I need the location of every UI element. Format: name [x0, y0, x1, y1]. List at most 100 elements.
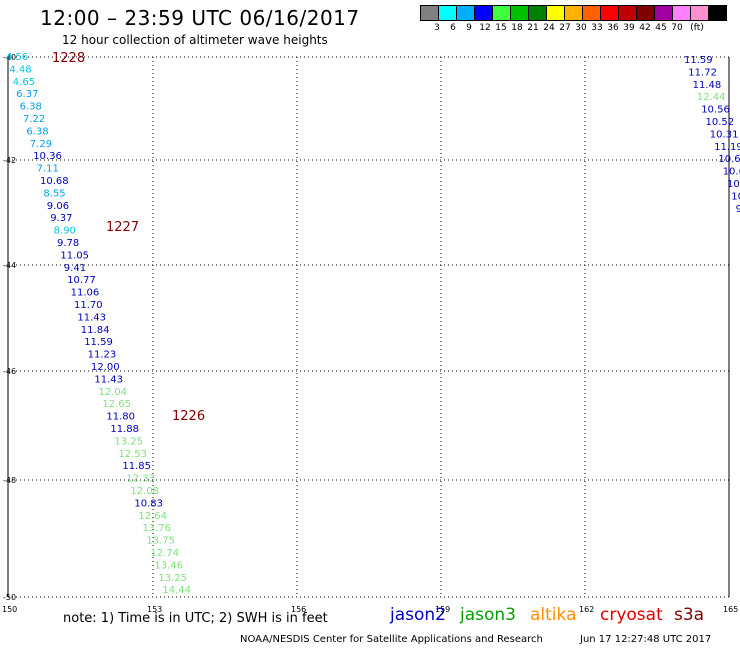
satellite-jason3: jason3	[460, 605, 516, 625]
legend-label: 6	[450, 23, 456, 33]
legend-label: 42	[639, 23, 651, 33]
lat-tick-label: -48	[3, 476, 16, 485]
swh-value: 11.43	[94, 374, 123, 385]
swh-value: 7.29	[30, 139, 52, 150]
lat-tick-label: -40	[3, 53, 16, 62]
swh-value: 14.44	[162, 585, 191, 596]
swh-value: 12.53	[118, 449, 147, 460]
satellite-s3a: s3a	[674, 605, 705, 625]
swh-value: 10.52	[706, 117, 735, 128]
swh-value: 10.36	[33, 151, 62, 162]
swh-value: 13.25	[158, 573, 187, 584]
swh-value: 10.77	[67, 275, 96, 286]
swh-value: 12.64	[138, 511, 167, 522]
swh-value: 12.65	[102, 399, 131, 410]
lon-tick-label: 150	[2, 605, 17, 614]
swh-value: 13.25	[114, 436, 143, 447]
legend-label: 9	[466, 23, 472, 33]
swh-value: 12.74	[150, 548, 179, 559]
swh-value: 9.41	[64, 263, 86, 274]
swh-value: 10	[731, 191, 740, 202]
swh-value: 12.33	[126, 474, 155, 485]
swh-value: 11.80	[106, 412, 135, 423]
swh-value: 11.84	[81, 325, 110, 336]
swh-value: 4.48	[9, 64, 31, 75]
legend-label: 39	[623, 23, 635, 33]
lon-tick-label: 162	[579, 605, 594, 614]
swh-value: 8.90	[54, 226, 76, 237]
legend-label: 3	[434, 23, 440, 33]
swh-value: 9.06	[47, 201, 69, 212]
legend-label: 21	[527, 23, 539, 33]
swh-value: 10.	[727, 179, 740, 190]
generated-timestamp: Jun 17 12:27:48 UTC 2017	[580, 634, 712, 645]
track-labels: 1228 1227 1226	[52, 51, 205, 424]
track-time-label: 1228	[52, 51, 85, 66]
legend-label: 27	[559, 23, 571, 33]
map-title: 12:00 – 23:59 UTC 06/16/2017	[40, 6, 360, 30]
map-grid	[7, 56, 730, 598]
credit-text: NOAA/NESDIS Center for Satellite Applica…	[240, 634, 543, 645]
lon-tick-label: 165	[723, 605, 738, 614]
swh-value: 10.68	[40, 176, 69, 187]
swh-value: 12.44	[697, 92, 726, 103]
lon-tick-label: 156	[291, 605, 306, 614]
swh-value: 10.31	[710, 129, 739, 140]
map-subtitle: 12 hour collection of altimeter wave hei…	[62, 33, 328, 47]
swh-value: 11.88	[110, 424, 139, 435]
swh-value: 11.72	[688, 67, 717, 78]
swh-value: 10.6	[723, 167, 740, 178]
legend-label: 45	[655, 23, 667, 33]
swh-value: 11.05	[60, 250, 89, 261]
swh-value: 4.65	[13, 77, 35, 88]
swh-value: 13.46	[154, 560, 183, 571]
swh-value: 7.11	[37, 164, 59, 175]
swh-value: 9.78	[57, 238, 79, 249]
lat-tick-label: -42	[3, 156, 16, 165]
swh-value: 6.38	[20, 102, 42, 113]
swh-value: 11.23	[88, 350, 117, 361]
legend-label: 36	[607, 23, 619, 33]
swh-value: 9	[736, 204, 740, 215]
swh-value: 12.08	[130, 486, 159, 497]
swh-value: 13.75	[146, 536, 175, 547]
legend-label: 33	[591, 23, 603, 33]
swh-value: 11.59	[684, 55, 713, 66]
swh-value: 11.06	[71, 288, 100, 299]
swh-value: 13.76	[142, 523, 171, 534]
swh-value: 8.55	[43, 188, 65, 199]
swh-value: 10.83	[134, 498, 163, 509]
swh-value: 11.43	[77, 312, 106, 323]
satellite-cryosat: cryosat	[600, 605, 663, 625]
swh-value: 12.00	[91, 362, 120, 373]
lon-tick-label: 153	[147, 605, 162, 614]
legend-swatch	[708, 5, 727, 21]
map-tick-labels: 150 153 156 159 162 165 -40 -42 -44 -46 -48 -50	[2, 53, 738, 614]
legend-swatches	[420, 5, 727, 21]
swh-value: 11.48	[693, 80, 722, 91]
footer-note: note: 1) Time is in UTC; 2) SWH is in fe…	[63, 611, 328, 626]
lat-tick-label: -44	[3, 261, 16, 270]
legend-label: 15	[495, 23, 507, 33]
swh-value: 6.37	[16, 89, 38, 100]
lat-tick-label: -50	[3, 593, 16, 602]
track-time-label: 1226	[172, 409, 205, 424]
swh-value: 9.37	[50, 213, 72, 224]
legend-label: 12	[479, 23, 491, 33]
swh-value: 10.67	[718, 154, 740, 165]
swh-value: 7.22	[23, 114, 45, 125]
swh-value: 11.85	[122, 461, 151, 472]
swh-value: 11.59	[84, 337, 113, 348]
lat-tick-label: -46	[3, 367, 16, 376]
legend-label: 70	[671, 23, 683, 33]
swh-value: 4.56	[6, 52, 28, 63]
legend-label: 30	[575, 23, 587, 33]
track-time-label: 1227	[106, 220, 139, 235]
swh-value: 10.56	[701, 105, 730, 116]
legend-label: 18	[511, 23, 523, 33]
swh-value: 11.70	[74, 300, 103, 311]
color-legend: 3 6 9 12 15 18 21 24 27 30 33 36 39 42 45 70 (ft)	[420, 5, 727, 33]
swh-value: 6.38	[26, 126, 48, 137]
